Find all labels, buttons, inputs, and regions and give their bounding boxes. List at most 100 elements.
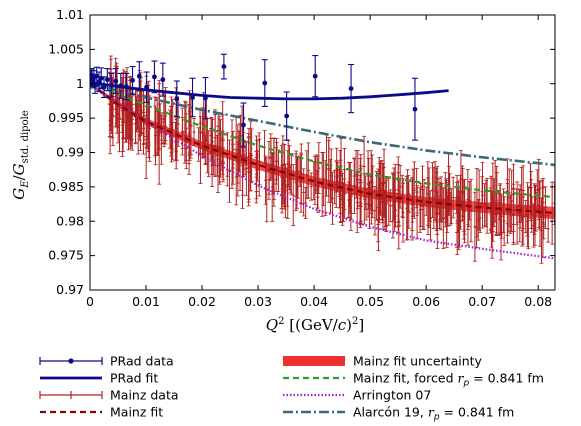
mainz-data-point	[364, 187, 369, 221]
mainz-data-point	[546, 214, 551, 243]
legend-label: Mainz fit, forced rp = 0.841 fm	[353, 371, 544, 389]
y-tick-label: 0.98	[56, 213, 84, 228]
mainz-data-point	[420, 165, 425, 207]
prad-data-point	[159, 62, 166, 97]
mainz-data-point	[396, 156, 401, 224]
mainz-data-point	[159, 115, 164, 165]
prad-data-point	[151, 60, 158, 94]
alarcon-19-line	[90, 82, 555, 167]
legend-label: PRad data	[110, 354, 174, 369]
prad-data-point	[312, 55, 319, 98]
mainz-data-point	[342, 147, 347, 211]
mainz-data-point	[418, 187, 423, 233]
mainz-data-point	[451, 176, 456, 219]
mainz-data-point	[418, 183, 423, 227]
mainz-data-point	[550, 181, 555, 245]
mainz-data-point	[255, 139, 260, 171]
mainz-data-point	[381, 167, 386, 198]
x-tick-label: 0	[86, 294, 94, 309]
mainz-data-layer	[107, 55, 555, 264]
legend-entry: PRad data	[39, 354, 174, 369]
mainz-data-point	[301, 168, 306, 217]
mainz-data-point	[198, 116, 203, 149]
prad-data-point	[411, 77, 418, 141]
mainz-data-point	[435, 166, 440, 235]
y-tick-label: 0.995	[48, 110, 84, 125]
legend-label: PRad fit	[110, 371, 158, 386]
legend-entry: Mainz fit, forced rp = 0.841 fm	[283, 371, 544, 389]
mainz-data-point	[303, 187, 308, 219]
legend-label: Mainz data	[110, 388, 179, 403]
legend-label: Alarcón 19, rp = 0.841 fm	[353, 405, 514, 423]
mainz-data-point	[472, 191, 477, 262]
mainz-data-point	[267, 164, 272, 195]
prad-data-point	[261, 59, 268, 107]
y-tick-label: 0.99	[56, 145, 84, 160]
mainz-data-point	[354, 150, 359, 199]
mainz-data-point	[412, 161, 417, 219]
prad-data-point	[283, 91, 290, 141]
x-tick-label: 0.06	[412, 294, 440, 309]
mainz-data-point	[492, 178, 497, 227]
prad-data-point	[95, 71, 102, 92]
mainz-data-point	[488, 187, 493, 234]
mainz-data-point	[502, 196, 507, 246]
mainz-data-point	[410, 178, 415, 231]
prad-data-point	[143, 71, 150, 103]
mainz-data-point	[521, 190, 526, 245]
prad-data-point	[348, 63, 355, 114]
x-tick-label: 0.05	[356, 294, 384, 309]
legend-entry: Mainz data	[39, 388, 179, 403]
mainz-data-point	[462, 186, 467, 235]
prad-data-layer	[90, 53, 418, 148]
x-tick-label: 0.08	[524, 294, 552, 309]
prad-data-point	[101, 76, 108, 99]
mainz-data-point	[390, 173, 395, 223]
mainz-data-point	[508, 194, 513, 234]
x-tick-label: 0.07	[468, 294, 496, 309]
mainz-data-point	[293, 153, 298, 212]
mainz-data-point	[529, 196, 534, 233]
legend-entry: Alarcón 19, rp = 0.841 fm	[283, 405, 514, 423]
legend-label: Mainz fit	[110, 405, 163, 420]
legend-entry: Mainz fit uncertainty	[283, 354, 483, 369]
mainz-data-point	[125, 89, 130, 122]
mainz-data-point	[144, 115, 149, 180]
legend-swatch	[283, 356, 345, 366]
mainz-fit-line	[90, 82, 555, 215]
mainz-data-point	[180, 116, 185, 150]
prad-data-point	[108, 72, 115, 98]
x-tick-label: 0.04	[300, 294, 328, 309]
mainz-data-point	[535, 169, 540, 211]
mainz-data-point	[541, 209, 546, 240]
mainz-data-point	[334, 147, 339, 193]
fit-lines-layer	[90, 81, 555, 260]
mainz-data-point	[366, 158, 371, 210]
mainz-data-point	[231, 143, 236, 185]
mainz-data-point	[285, 167, 290, 207]
legend-label: Mainz fit uncertainty	[353, 354, 483, 369]
mainz-data-point	[541, 178, 546, 227]
prad-fit-line	[90, 81, 449, 101]
y-tick-label: 0.975	[48, 248, 84, 263]
prad-data-point	[129, 66, 136, 95]
prad-data-point	[136, 61, 143, 92]
axes-frame	[89, 14, 556, 291]
mainz-data-point	[372, 186, 377, 236]
mainz-data-point	[123, 71, 128, 140]
mainz-data-point	[309, 172, 314, 201]
mainz-data-point	[460, 165, 465, 221]
mainz-data-point	[280, 135, 285, 205]
y-tick-label: 0.97	[56, 282, 84, 297]
mainz-data-point	[200, 107, 205, 159]
mainz-data-point	[186, 104, 191, 164]
prad-data-point	[173, 80, 180, 118]
mainz-data-point	[517, 188, 522, 243]
mainz-data-point	[254, 150, 259, 204]
prad-data-point	[117, 72, 124, 99]
tick-labels: 0 0.01 0.02 0.03 0.04 0.05 0.06 0.07 0.08 0.97 0.9…	[48, 7, 552, 309]
prad-data-point	[202, 77, 209, 120]
x-tick-label: 0.02	[188, 294, 216, 309]
y-axis-label: GE/Gstd. dipole	[10, 110, 31, 199]
